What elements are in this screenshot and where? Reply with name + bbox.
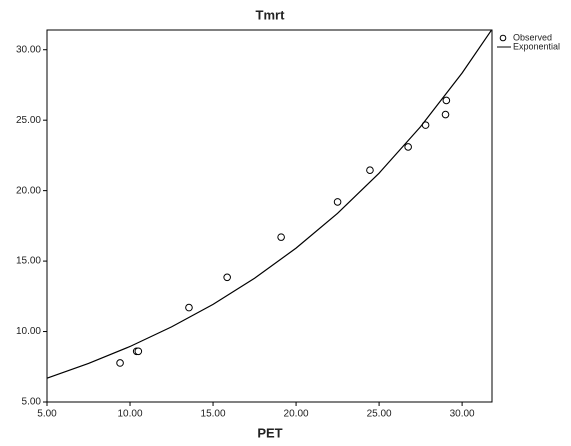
y-tick-label: 10.00: [16, 326, 41, 337]
y-tick-label: 25.00: [16, 115, 41, 126]
data-point: [333, 198, 342, 206]
x-tick-label: 30.00: [450, 409, 475, 420]
data-point: [116, 359, 124, 367]
chart-title: Tmrt: [256, 7, 286, 22]
data-point: [442, 96, 451, 105]
data-point: [277, 233, 285, 241]
x-tick-label: 25.00: [367, 409, 392, 420]
legend-label: Observed: [513, 32, 552, 42]
fit-line: [46, 30, 492, 379]
y-tick-label: 20.00: [16, 185, 41, 196]
x-tick-label: 5.00: [37, 409, 57, 420]
x-axis-label: PET: [257, 425, 282, 440]
x-tick-label: 20.00: [284, 409, 309, 420]
data-point: [404, 143, 412, 151]
plot-area: [46, 29, 493, 403]
y-tick-label: 5.00: [22, 397, 42, 408]
y-tick-label: 30.00: [16, 44, 41, 55]
y-tick-label: 15.00: [16, 256, 41, 267]
x-tick-label: 10.00: [118, 409, 143, 420]
legend-label: Exponential: [513, 41, 560, 51]
data-point: [134, 347, 143, 356]
data-point: [441, 110, 450, 119]
data-point: [223, 273, 231, 282]
data-point: [366, 166, 374, 175]
data-point: [185, 303, 193, 312]
x-tick-label: 15.00: [201, 409, 226, 420]
legend-marker: [499, 34, 507, 42]
